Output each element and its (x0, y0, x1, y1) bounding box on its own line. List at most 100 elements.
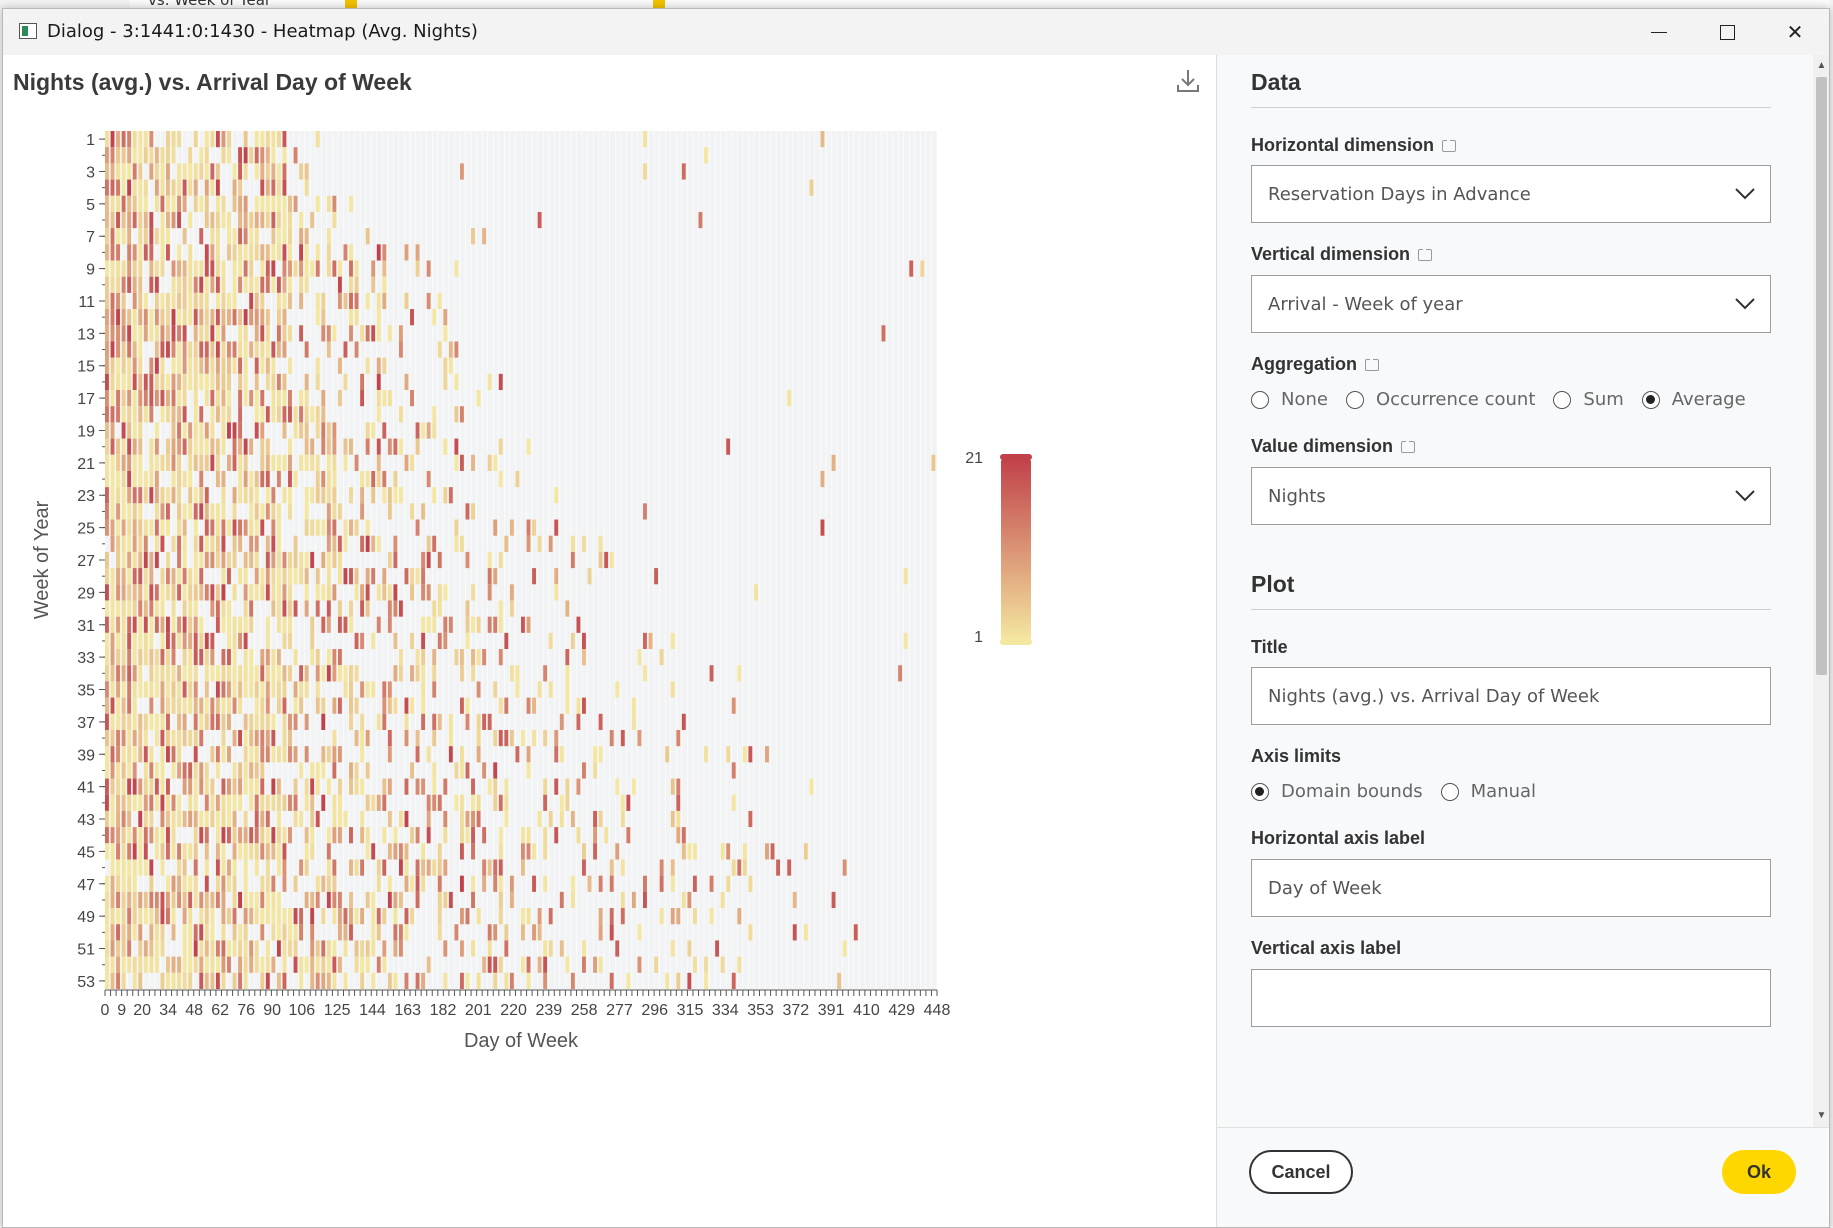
x-tick-label: 62 (211, 1002, 229, 1019)
heatmap-cell (393, 924, 398, 941)
heatmap-cell (193, 810, 198, 828)
scroll-up-arrow-icon[interactable]: ▲ (1816, 60, 1827, 71)
heatmap-cell (487, 551, 492, 569)
heatmap-cell (615, 843, 620, 860)
heatmap-cell (271, 908, 276, 925)
heatmap-cell (105, 470, 109, 488)
heatmap-cell (221, 729, 226, 747)
value-dimension-select[interactable]: Nights (1251, 467, 1771, 525)
heatmap-cell (315, 697, 320, 714)
heatmap-cell (138, 454, 143, 471)
heatmap-cell (643, 665, 647, 682)
info-icon[interactable] (1401, 438, 1416, 453)
heatmap-cell (543, 729, 548, 747)
heatmap-cell (210, 584, 215, 601)
heatmap-cell (182, 616, 187, 633)
aggregation-option-sum[interactable]: Sum (1553, 389, 1624, 410)
heatmap-cell (182, 891, 187, 909)
info-icon[interactable] (1365, 356, 1379, 371)
heatmap-cell (193, 843, 198, 860)
heatmap-cell (387, 810, 392, 828)
info-icon[interactable] (1418, 246, 1433, 261)
heatmap-cell (254, 584, 259, 601)
radio-button[interactable] (1251, 390, 1269, 409)
title-input[interactable]: Nights (avg.) vs. Arrival Day of Week (1251, 667, 1771, 725)
heatmap-cell (276, 131, 281, 148)
radio-button[interactable] (1440, 782, 1459, 801)
heatmap-cell (321, 470, 326, 488)
heatmap-cell (121, 535, 126, 552)
vertical-dimension-select[interactable]: Arrival - Week of year (1251, 275, 1771, 333)
settings-scrollbar[interactable]: ▲ ▼ (1813, 55, 1829, 1127)
radio-button[interactable] (1553, 390, 1572, 409)
aggregation-option-average[interactable]: Average (1641, 389, 1746, 410)
heatmap-cell (132, 632, 137, 650)
heatmap-cell (110, 276, 115, 293)
vertical-axis-label-input[interactable] (1251, 969, 1771, 1027)
heatmap-cell (143, 681, 148, 698)
heatmap-cell (265, 438, 270, 455)
heatmap-cell (293, 875, 298, 892)
heatmap-cell (299, 422, 304, 439)
heatmap-cell (171, 649, 176, 666)
heatmap-cell (299, 244, 304, 261)
download-icon[interactable] (1175, 67, 1201, 95)
heatmap-cell (304, 373, 309, 391)
aggregation-option-occurrence-count[interactable]: Occurrence count (1345, 389, 1535, 410)
heatmap-cell (188, 309, 193, 326)
heatmap-chart[interactable]: 1357911131517192123252729313335373941434… (3, 115, 1216, 1215)
heatmap-cell (576, 697, 581, 714)
close-button[interactable]: ✕ (1761, 9, 1829, 55)
window-title: Dialog - 3:1441:0:1430 - Heatmap (Avg. N… (47, 21, 478, 42)
heatmap-cell (643, 503, 647, 520)
radio-button-selected[interactable] (1641, 390, 1660, 409)
heatmap-cell (105, 940, 109, 957)
heatmap-cell (626, 794, 631, 811)
heatmap-cell (304, 681, 309, 698)
heatmap-cell (215, 956, 220, 973)
scroll-down-arrow-icon[interactable]: ▼ (1816, 1110, 1827, 1121)
aggregation-option-none[interactable]: None (1251, 389, 1328, 410)
heatmap-cell (282, 681, 287, 698)
heatmap-cell (765, 843, 769, 860)
maximize-button[interactable] (1693, 9, 1761, 55)
cancel-button[interactable]: Cancel (1249, 1150, 1353, 1194)
heatmap-cell (243, 632, 248, 650)
heatmap-cell (304, 519, 309, 536)
heatmap-cell (160, 341, 165, 358)
horizontal-axis-label-input[interactable]: Day of Week (1251, 859, 1771, 917)
heatmap-cell (282, 584, 287, 601)
heatmap-cell (332, 584, 337, 601)
minimize-button[interactable] (1625, 9, 1693, 55)
heatmap-cell (116, 681, 120, 698)
heatmap-cell (288, 357, 292, 374)
heatmap-cell (465, 713, 470, 730)
radio-button-selected[interactable] (1251, 782, 1269, 801)
heatmap-cell (382, 422, 387, 439)
horizontal-dimension-select[interactable]: Reservation Days in Advance (1251, 165, 1771, 223)
heatmap-cell (232, 875, 237, 892)
x-tick-label: 9 (117, 1002, 126, 1019)
heatmap-cell (559, 891, 564, 909)
scrollbar-thumb[interactable] (1816, 77, 1827, 675)
heatmap-cell (227, 940, 231, 957)
heatmap-cell (704, 956, 708, 973)
heatmap-cell (326, 260, 331, 277)
heatmap-cell (243, 843, 248, 860)
ok-button[interactable]: Ok (1722, 1150, 1796, 1194)
axis-limits-option-manual[interactable]: Manual (1440, 781, 1536, 802)
heatmap-cell (382, 940, 387, 957)
heatmap-cell (254, 163, 259, 180)
heatmap-cell (132, 292, 137, 310)
title-bar[interactable]: Dialog - 3:1441:0:1430 - Heatmap (Avg. N… (3, 9, 1829, 56)
axis-limits-option-domain-bounds[interactable]: Domain bounds (1251, 781, 1423, 802)
heatmap-cell (726, 746, 731, 763)
heatmap-cell (326, 972, 331, 989)
heatmap-cell (260, 924, 265, 941)
heatmap-cell (765, 746, 769, 763)
settings-scroll-area[interactable]: Data Horizontal dimension Reservation Da… (1217, 55, 1812, 1127)
info-icon[interactable] (1442, 137, 1457, 152)
radio-button[interactable] (1345, 390, 1364, 409)
heatmap-cell (437, 843, 442, 860)
heatmap-cell (121, 632, 126, 650)
